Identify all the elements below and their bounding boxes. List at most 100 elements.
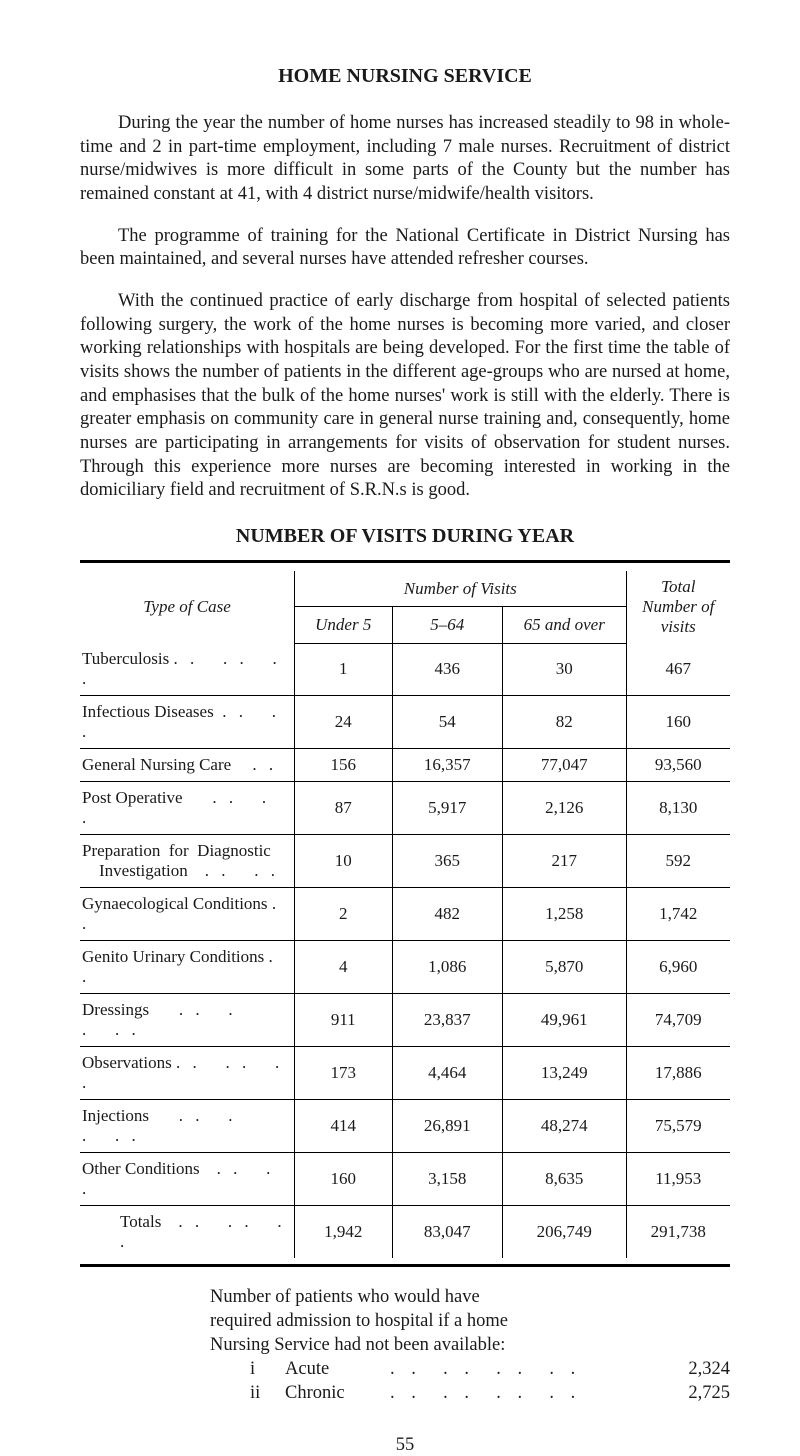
cell-u5: 1 [295, 643, 393, 696]
list-label: Acute [285, 1357, 390, 1381]
cell-total: 592 [626, 835, 730, 888]
cell-u5: 156 [295, 749, 393, 782]
row-label: Observations . . . . . . [80, 1047, 295, 1100]
page-title: HOME NURSING SERVICE [80, 65, 730, 88]
header-total: Total Number of visits [626, 571, 730, 643]
cell-65: 82 [503, 696, 627, 749]
cell-564: 23,837 [392, 994, 503, 1047]
cell-u5: 10 [295, 835, 393, 888]
cell-u5: 414 [295, 1100, 393, 1153]
cell-65: 13,249 [503, 1047, 627, 1100]
table-totals-row: Totals . . . . . . 1,942 83,047 206,749 … [80, 1206, 730, 1259]
cell-564: 482 [392, 888, 503, 941]
table-row: Gynaecological Conditions . . 2 482 1,25… [80, 888, 730, 941]
table-row: Other Conditions . . . . 160 3,158 8,635… [80, 1153, 730, 1206]
list-label: Chronic [285, 1381, 390, 1405]
cell-total: 11,953 [626, 1153, 730, 1206]
paragraph-1: During the year the number of home nurse… [80, 112, 730, 207]
cell-65: 49,961 [503, 994, 627, 1047]
table-row: Infectious Diseases . . . . 24 54 82 160 [80, 696, 730, 749]
cell-564: 436 [392, 643, 503, 696]
row-label: Preparation for Diagnostic Investigation… [80, 835, 295, 888]
cell-65: 30 [503, 643, 627, 696]
list-num: ii [250, 1381, 285, 1405]
list-dots: . . . . . . . . [390, 1357, 650, 1381]
cell-total: 75,579 [626, 1100, 730, 1153]
cell-564: 3,158 [392, 1153, 503, 1206]
table-row: Dressings . . . . . . 911 23,837 49,961 … [80, 994, 730, 1047]
cell-total: 74,709 [626, 994, 730, 1047]
cell-u5: 24 [295, 696, 393, 749]
cell-564: 54 [392, 696, 503, 749]
post-list: i Acute . . . . . . . . 2,324 ii Chronic… [250, 1357, 730, 1405]
cell-564: 5,917 [392, 782, 503, 835]
cell-65: 5,870 [503, 941, 627, 994]
paragraph-2: The programme of training for the Nation… [80, 225, 730, 272]
row-label: Tuberculosis . . . . . . [80, 643, 295, 696]
cell-u5: 160 [295, 1153, 393, 1206]
table-header-row-1: Type of Case Number of Visits Total Numb… [80, 571, 730, 607]
cell-564: 16,357 [392, 749, 503, 782]
cell-564: 365 [392, 835, 503, 888]
cell-564: 26,891 [392, 1100, 503, 1153]
cell-u5: 2 [295, 888, 393, 941]
cell-total: 8,130 [626, 782, 730, 835]
list-value: 2,324 [650, 1357, 730, 1381]
list-value: 2,725 [650, 1381, 730, 1405]
table-row: Genito Urinary Conditions . . 4 1,086 5,… [80, 941, 730, 994]
row-label: Genito Urinary Conditions . . [80, 941, 295, 994]
post-list-item: ii Chronic . . . . . . . . 2,725 [250, 1381, 730, 1405]
cell-65: 206,749 [503, 1206, 627, 1259]
cell-65: 77,047 [503, 749, 627, 782]
row-label: Other Conditions . . . . [80, 1153, 295, 1206]
cell-564: 4,464 [392, 1047, 503, 1100]
header-number-of-visits: Number of Visits [295, 571, 627, 607]
header-65-over: 65 and over [503, 607, 627, 643]
row-label: Injections . . . . . . [80, 1100, 295, 1153]
cell-u5: 87 [295, 782, 393, 835]
table-row: Tuberculosis . . . . . . 1 436 30 467 [80, 643, 730, 696]
cell-65: 2,126 [503, 782, 627, 835]
row-label: Post Operative . . . . [80, 782, 295, 835]
cell-564: 83,047 [392, 1206, 503, 1259]
cell-total: 467 [626, 643, 730, 696]
cell-65: 48,274 [503, 1100, 627, 1153]
table-row: Injections . . . . . . 414 26,891 48,274… [80, 1100, 730, 1153]
post-intro-2: required admission to hospital if a home [210, 1309, 730, 1333]
post-table-text: Number of patients who would have requir… [210, 1285, 730, 1405]
header-5-64: 5–64 [392, 607, 503, 643]
table-title: NUMBER OF VISITS DURING YEAR [80, 525, 730, 548]
cell-total: 1,742 [626, 888, 730, 941]
row-label: Dressings . . . . . . [80, 994, 295, 1047]
cell-65: 217 [503, 835, 627, 888]
cell-total: 93,560 [626, 749, 730, 782]
row-label: Infectious Diseases . . . . [80, 696, 295, 749]
cell-u5: 911 [295, 994, 393, 1047]
table-row: General Nursing Care . . 156 16,357 77,0… [80, 749, 730, 782]
header-type-of-case: Type of Case [80, 571, 295, 643]
table-row: Post Operative . . . . 87 5,917 2,126 8,… [80, 782, 730, 835]
cell-65: 8,635 [503, 1153, 627, 1206]
paragraph-3: With the continued practice of early dis… [80, 290, 730, 503]
header-under-5: Under 5 [295, 607, 393, 643]
cell-u5: 4 [295, 941, 393, 994]
table-bottom-rule [80, 1264, 730, 1267]
page-number: 55 [80, 1435, 730, 1456]
list-num: i [250, 1357, 285, 1381]
table-top-rule [80, 560, 730, 563]
table-row: Preparation for Diagnostic Investigation… [80, 835, 730, 888]
post-list-item: i Acute . . . . . . . . 2,324 [250, 1357, 730, 1381]
cell-u5: 1,942 [295, 1206, 393, 1259]
cell-total: 160 [626, 696, 730, 749]
visits-table: Type of Case Number of Visits Total Numb… [80, 571, 730, 1258]
post-intro-3: Nursing Service had not been available: [210, 1333, 730, 1357]
list-dots: . . . . . . . . [390, 1381, 650, 1405]
table-row: Observations . . . . . . 173 4,464 13,24… [80, 1047, 730, 1100]
cell-65: 1,258 [503, 888, 627, 941]
row-label: Totals . . . . . . [80, 1206, 295, 1259]
row-label: Gynaecological Conditions . . [80, 888, 295, 941]
cell-total: 6,960 [626, 941, 730, 994]
cell-u5: 173 [295, 1047, 393, 1100]
cell-total: 291,738 [626, 1206, 730, 1259]
cell-total: 17,886 [626, 1047, 730, 1100]
